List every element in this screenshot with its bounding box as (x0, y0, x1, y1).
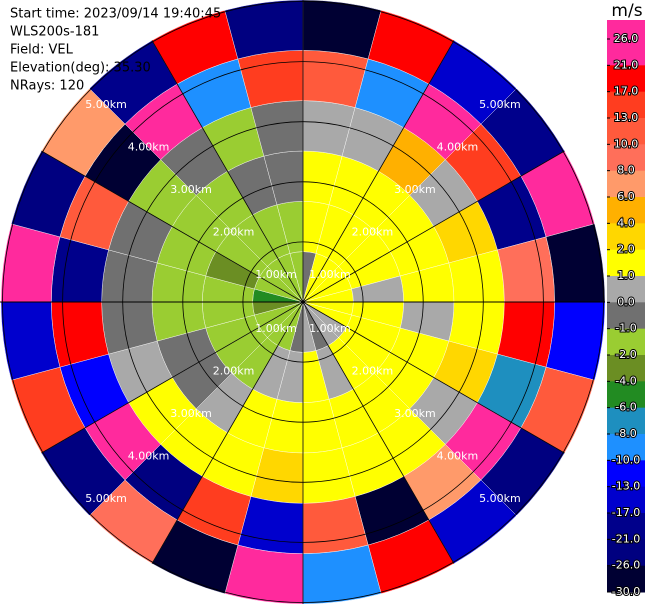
colorbar-segment (607, 39, 645, 66)
colorbar-segment (607, 144, 645, 172)
range-label: 4.00km (437, 141, 479, 154)
info-line: Elevation(deg): 35.30 (10, 61, 151, 76)
range-label: 2.00km (352, 364, 394, 377)
range-label: 2.00km (352, 226, 394, 239)
colorbar-segment (607, 118, 645, 145)
colorbar-segment (607, 407, 645, 435)
colorbar-label: -2.0 (615, 348, 636, 361)
colorbar-label: 10.0 (614, 137, 639, 150)
colorbar-label: 0.0 (617, 295, 635, 308)
colorbar-segment (607, 434, 645, 461)
range-label: 1.00km (255, 322, 297, 335)
colorbar-segment (607, 249, 645, 277)
grid (0, 0, 605, 604)
colorbar-label: -6.0 (615, 401, 636, 414)
colorbar-segment (607, 91, 645, 119)
info-line: WLS200s-181 (10, 25, 99, 40)
colorbar-label: 2.0 (617, 243, 635, 256)
colorbar-label: -17.0 (612, 506, 640, 519)
colorbar-label: 13.0 (614, 111, 639, 124)
colorbar-label: -21.0 (612, 532, 640, 545)
range-label: 2.00km (213, 226, 255, 239)
range-label: 1.00km (309, 322, 351, 335)
range-label: 5.00km (479, 98, 521, 111)
range-label: 3.00km (170, 183, 212, 196)
colorbar-segment (607, 381, 645, 409)
colorbar-segment (607, 328, 645, 356)
colorbar-segment (607, 460, 645, 488)
colorbar-segment (607, 355, 645, 382)
range-label: 3.00km (394, 183, 436, 196)
colorbar-segment (607, 565, 645, 593)
colorbar-segment (607, 65, 645, 93)
range-label: 4.00km (437, 449, 479, 462)
range-label: 5.00km (479, 492, 521, 505)
colorbar-label: 26.0 (614, 32, 639, 45)
colorbar-segment (607, 302, 645, 330)
colorbar-title: m/s (611, 1, 642, 21)
colorbar-label: -26.0 (612, 559, 640, 572)
colorbar-segment (607, 486, 645, 514)
colorbar-label: 8.0 (617, 164, 635, 177)
colorbar-segment (607, 197, 645, 224)
colorbar-segment (607, 223, 645, 251)
range-label: 3.00km (394, 407, 436, 420)
range-label: 1.00km (255, 268, 297, 281)
colorbar-label: 1.0 (617, 269, 635, 282)
colorbar-label: 6.0 (617, 190, 635, 203)
colorbar-label: 21.0 (614, 58, 639, 71)
range-label: 3.00km (170, 407, 212, 420)
colorbar-label: 4.0 (617, 216, 635, 229)
cells (0, 0, 606, 605)
range-label: 1.00km (309, 268, 351, 281)
colorbar-label: -8.0 (615, 427, 636, 440)
colorbar-cap (607, 20, 645, 39)
labels: 1.00km 1.00km 1.00km 1.00km 2.00km 2.00km 2.00… (85, 98, 520, 505)
colorbar-segment (607, 513, 645, 540)
range-label: 2.00km (213, 364, 255, 377)
colorbar-label: 17.0 (614, 85, 639, 98)
colorbar-segment (607, 539, 645, 567)
colorbar-label: -30.0 (612, 585, 640, 598)
range-label: 4.00km (128, 449, 170, 462)
range-label: 4.00km (128, 141, 170, 154)
colorbar: 26.0 21.0 17.0 13.0 10.0 8.0 6.0 4.0 2.0 1.0 0.0 -1… (607, 20, 645, 599)
colorbar-label: -4.0 (615, 374, 636, 387)
colorbar-label: -13.0 (612, 480, 640, 493)
colorbar-segment (607, 170, 645, 198)
info-line: Start time: 2023/09/14 19:40:45 (10, 7, 221, 22)
info-line: Field: VEL (10, 43, 74, 58)
info-line: NRays: 120 (10, 79, 84, 94)
colorbar-label: -10.0 (612, 453, 640, 466)
range-label: 5.00km (85, 98, 127, 111)
range-label: 5.00km (85, 492, 127, 505)
colorbar-label: -1.0 (615, 322, 636, 335)
colorbar-segment (607, 276, 645, 303)
